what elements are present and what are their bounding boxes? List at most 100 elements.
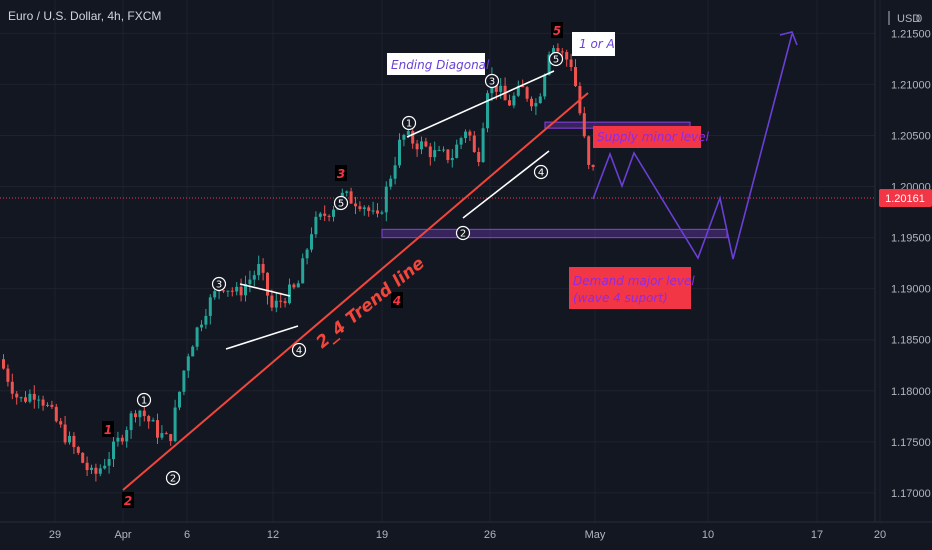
candle-body xyxy=(129,413,133,431)
symbol-title: Euro / U.S. Dollar, 4h, FXCM xyxy=(8,9,161,23)
candle-body xyxy=(266,272,269,296)
candle-body xyxy=(305,249,309,259)
major-wave-box xyxy=(551,22,563,38)
candle-body xyxy=(2,359,5,369)
candle-body xyxy=(384,186,388,213)
candle-body xyxy=(213,291,217,298)
candle-body xyxy=(107,459,111,466)
candle-body xyxy=(63,424,67,443)
candle-body xyxy=(112,441,115,460)
candle-body xyxy=(552,48,555,55)
time-tick-label: 12 xyxy=(267,529,279,541)
candle-body xyxy=(147,416,151,422)
candle-body xyxy=(472,135,476,153)
time-tick-label: 29 xyxy=(49,529,61,541)
candle-body xyxy=(138,410,142,418)
candle-body xyxy=(323,213,327,216)
minor-wave-label: 1 xyxy=(141,396,147,407)
drawings xyxy=(122,31,798,491)
currency-menu[interactable]: 0 xyxy=(916,13,922,25)
candle-body xyxy=(508,100,511,106)
candle-body xyxy=(516,86,520,96)
candle-body xyxy=(125,430,129,442)
candle-body xyxy=(327,215,331,217)
price-tick-label: 1.20500 xyxy=(891,130,931,142)
candle-body xyxy=(160,433,164,438)
candle-body xyxy=(15,393,19,398)
price-tick-label: 1.17000 xyxy=(891,488,931,500)
candle-body xyxy=(547,54,551,75)
candle-body xyxy=(257,263,261,276)
trend-line xyxy=(122,92,589,491)
candle-body xyxy=(94,467,98,474)
price-tick-label: 1.21000 xyxy=(891,79,931,91)
candle-body xyxy=(314,216,318,235)
candle-body xyxy=(534,103,538,107)
minor-wave-circle xyxy=(484,73,500,89)
time-tick-label: 19 xyxy=(376,529,388,541)
candle-body xyxy=(235,286,239,292)
candle-body xyxy=(318,213,322,217)
candle-body xyxy=(411,131,415,144)
candle-body xyxy=(164,433,168,435)
candle-body xyxy=(380,212,384,214)
major-wave-box xyxy=(102,421,114,437)
candle-body xyxy=(371,210,375,212)
candle-body xyxy=(41,399,45,406)
projection-arrowhead xyxy=(779,31,798,46)
candle-body xyxy=(437,149,441,151)
candle-body xyxy=(46,404,49,406)
candle-body xyxy=(455,144,459,158)
time-tick-label: 26 xyxy=(484,529,496,541)
candle-body xyxy=(402,134,406,140)
candle-body xyxy=(543,74,547,97)
candle-body xyxy=(208,297,212,316)
candle-body xyxy=(76,447,80,453)
candle-body xyxy=(169,434,173,441)
candle-body xyxy=(248,279,252,285)
candle-body xyxy=(433,150,437,158)
candle-body xyxy=(10,381,14,394)
minor-wave-circle xyxy=(165,470,181,486)
candle-body xyxy=(499,85,503,92)
candle-body xyxy=(283,301,287,304)
price-tick-label: 1.19500 xyxy=(891,233,931,245)
candle-body xyxy=(393,165,397,179)
price-tick-label: 1.21500 xyxy=(891,28,931,40)
candle-body xyxy=(301,258,305,284)
minor-wave-circle xyxy=(291,342,307,358)
major-wave-box xyxy=(335,165,347,181)
minor-wave-label: 3 xyxy=(216,280,222,291)
candle-body xyxy=(54,406,58,422)
candle-body xyxy=(292,284,296,288)
time-axis[interactable]: 29 Apr 6 12 19 26 May 10 17 20 xyxy=(0,521,932,541)
major-wave-label: 2 xyxy=(124,494,132,508)
price-axis[interactable]: USD 0 1.215001.210001.205001.200001.1950… xyxy=(874,0,931,522)
minor-wave-label: 5 xyxy=(338,199,344,210)
candle-body xyxy=(389,178,393,187)
ending-diagonal-label: Ending Diagonal xyxy=(387,53,490,75)
currency-label[interactable]: USD xyxy=(897,13,920,25)
candle-body xyxy=(424,141,428,147)
major-wave-box xyxy=(391,292,403,308)
candle-body xyxy=(288,284,291,304)
candle-body xyxy=(530,98,533,107)
candle-body xyxy=(464,131,467,139)
candle-body xyxy=(156,420,159,438)
candle-body xyxy=(525,87,529,99)
minor-wave-circle xyxy=(548,51,564,67)
candle-body xyxy=(560,51,564,53)
candle-body xyxy=(446,149,450,161)
candle-body xyxy=(32,393,36,400)
supply-label: Supply minor level xyxy=(593,126,710,148)
candle-body xyxy=(261,263,265,273)
candle-body xyxy=(296,283,300,288)
candle-body xyxy=(186,356,190,371)
candle-body xyxy=(349,191,353,204)
candle-body xyxy=(182,370,186,392)
price-tick-label: 1.17500 xyxy=(891,437,931,449)
candle-body xyxy=(204,315,208,325)
candle-body xyxy=(222,290,225,292)
svg-text:Supply minor level: Supply minor level xyxy=(597,130,710,144)
